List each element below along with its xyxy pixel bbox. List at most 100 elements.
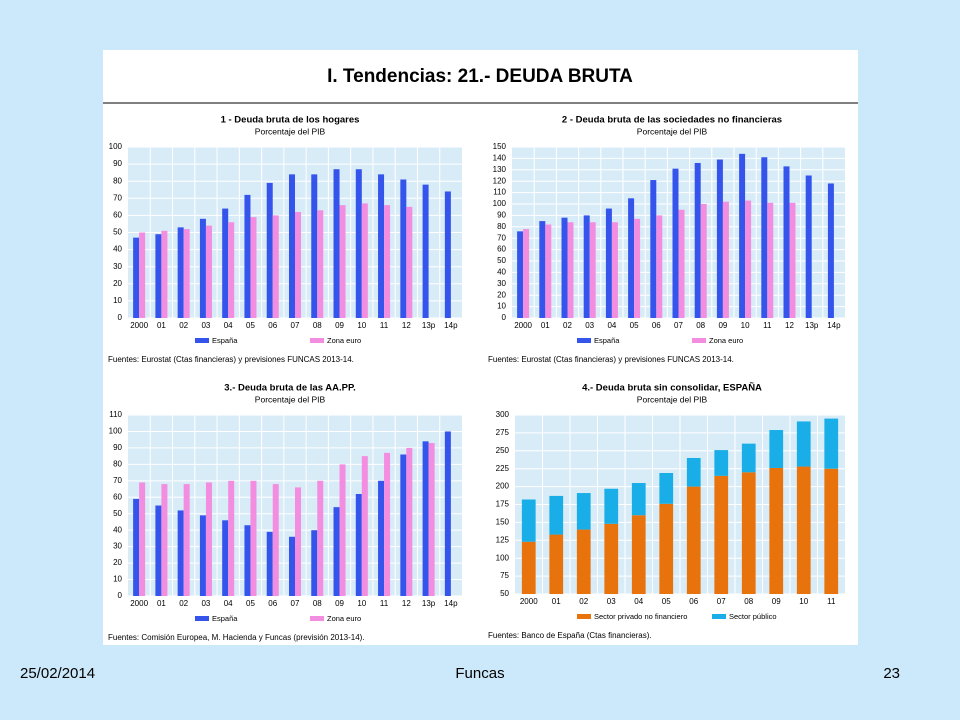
bar-segment (824, 418, 839, 469)
date: 25/02/2014 (20, 665, 95, 682)
x-tick-label: 08 (744, 597, 753, 606)
bar (205, 225, 212, 318)
legend-swatch (712, 614, 726, 619)
bar (583, 215, 590, 318)
x-tick-label: 08 (313, 599, 322, 608)
chart-subtitle: Porcentaje del PIB (637, 394, 708, 404)
bar (672, 168, 679, 318)
bar (678, 209, 685, 318)
x-tick-label: 03 (585, 321, 594, 330)
bar (355, 169, 362, 318)
x-tick-label: 09 (718, 321, 727, 330)
bar (783, 166, 790, 318)
y-tick-label: 20 (113, 558, 122, 567)
bar-segment (549, 534, 564, 594)
y-tick-label: 80 (113, 176, 122, 185)
y-tick-label: 110 (493, 188, 506, 197)
y-tick-label: 60 (113, 492, 122, 501)
y-tick-label: 20 (113, 279, 122, 288)
x-tick-label: 13p (422, 599, 436, 608)
bar (317, 210, 324, 318)
y-tick-label: 175 (496, 500, 510, 509)
bar-segment (714, 475, 729, 594)
bar (133, 498, 140, 596)
y-tick-label: 90 (497, 211, 506, 220)
bar (634, 218, 641, 318)
bar (827, 183, 834, 318)
y-tick-label: 50 (500, 589, 509, 598)
bar (177, 510, 184, 596)
x-tick-label: 04 (607, 321, 616, 330)
x-tick-label: 02 (179, 321, 188, 330)
bar (384, 205, 391, 318)
x-tick-label: 01 (157, 599, 166, 608)
bar (628, 198, 635, 318)
y-tick-label: 120 (493, 176, 507, 185)
y-tick-label: 225 (496, 464, 510, 473)
legend-swatch (195, 616, 209, 621)
bar (161, 230, 168, 318)
y-tick-label: 60 (113, 211, 122, 220)
bar (567, 222, 574, 318)
y-tick-label: 200 (496, 482, 510, 491)
bar (767, 202, 774, 318)
bar (161, 484, 168, 596)
x-tick-label: 10 (741, 321, 750, 330)
y-tick-label: 0 (502, 313, 507, 322)
y-tick-label: 110 (109, 410, 122, 419)
x-tick-label: 05 (246, 321, 255, 330)
chart-title: 4.- Deuda bruta sin consolidar, ESPAÑA (582, 383, 762, 394)
page-number: 23 (883, 665, 900, 682)
x-tick-label: 07 (291, 321, 300, 330)
bar (444, 191, 451, 318)
x-tick-label: 05 (630, 321, 639, 330)
x-tick-label: 07 (674, 321, 683, 330)
y-tick-label: 50 (113, 228, 122, 237)
bar-segment (604, 488, 619, 524)
y-tick-label: 40 (113, 525, 122, 534)
chart-title: 1 - Deuda bruta de los hogares (221, 115, 360, 126)
x-tick-label: 08 (696, 321, 705, 330)
bar (523, 229, 530, 318)
x-tick-label: 05 (662, 597, 671, 606)
bar (288, 536, 295, 596)
y-tick-label: 150 (493, 142, 507, 151)
bar-segment (824, 468, 839, 594)
x-tick-label: 04 (634, 597, 643, 606)
legend-label: Zona euro (327, 614, 361, 623)
legend-label: Zona euro (709, 336, 743, 345)
y-tick-label: 100 (493, 199, 507, 208)
legend-swatch (577, 614, 591, 619)
legend-label: Zona euro (327, 336, 361, 345)
x-tick-label: 02 (563, 321, 572, 330)
bar (333, 169, 340, 318)
y-tick-label: 80 (113, 459, 122, 468)
x-tick-label: 2000 (520, 597, 538, 606)
x-tick-label: 06 (652, 321, 661, 330)
bar (722, 201, 729, 318)
y-tick-label: 70 (113, 476, 122, 485)
bar (745, 200, 752, 318)
y-tick-label: 80 (497, 222, 506, 231)
legend-label: Sector público (729, 612, 777, 621)
bar (139, 482, 146, 596)
bar (228, 480, 235, 596)
bar-segment (659, 472, 674, 504)
bar (406, 206, 413, 318)
bar (700, 204, 707, 318)
x-tick-label: 14p (444, 321, 458, 330)
y-tick-label: 30 (113, 262, 122, 271)
bar (311, 174, 318, 318)
x-tick-label: 11 (827, 597, 836, 606)
x-tick-label: 12 (785, 321, 794, 330)
bar (205, 482, 212, 596)
bar (406, 447, 413, 596)
bar (444, 431, 451, 596)
y-tick-label: 90 (113, 443, 122, 452)
bar (295, 211, 302, 318)
y-tick-label: 30 (497, 279, 506, 288)
bar (561, 217, 568, 318)
y-tick-label: 150 (496, 518, 510, 527)
x-tick-label: 01 (541, 321, 550, 330)
